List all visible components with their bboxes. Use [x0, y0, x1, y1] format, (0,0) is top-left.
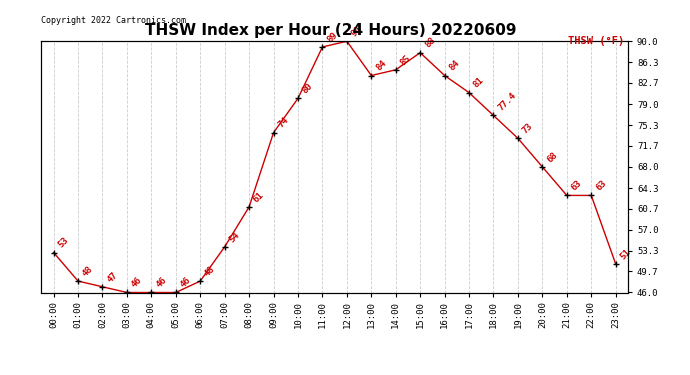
Text: 90: 90: [350, 24, 364, 39]
Text: 88: 88: [423, 36, 437, 50]
Text: 63: 63: [569, 178, 584, 193]
Text: 74: 74: [276, 116, 290, 130]
Text: 85: 85: [399, 53, 413, 67]
Text: 80: 80: [301, 82, 315, 96]
Text: 48: 48: [203, 264, 217, 278]
Text: Copyright 2022 Cartronics.com: Copyright 2022 Cartronics.com: [41, 16, 186, 25]
Text: 73: 73: [521, 122, 535, 135]
Text: 77.4: 77.4: [496, 91, 518, 113]
Text: 63: 63: [594, 178, 608, 193]
Text: 84: 84: [374, 59, 388, 73]
Text: 48: 48: [81, 264, 95, 278]
Text: 46: 46: [179, 276, 193, 290]
Text: 81: 81: [472, 76, 486, 90]
Text: 51: 51: [618, 247, 633, 261]
Text: 68: 68: [545, 150, 559, 164]
Text: 89: 89: [325, 30, 339, 44]
Text: THSW (°F): THSW (°F): [568, 36, 624, 46]
Text: 46: 46: [154, 276, 168, 290]
Text: 61: 61: [252, 190, 266, 204]
Text: THSW Index per Hour (24 Hours) 20220609: THSW Index per Hour (24 Hours) 20220609: [146, 22, 517, 38]
Text: 54: 54: [228, 230, 242, 244]
Text: 84: 84: [447, 59, 462, 73]
Text: 46: 46: [130, 276, 144, 290]
Text: 47: 47: [106, 270, 119, 284]
Text: 53: 53: [57, 236, 70, 250]
